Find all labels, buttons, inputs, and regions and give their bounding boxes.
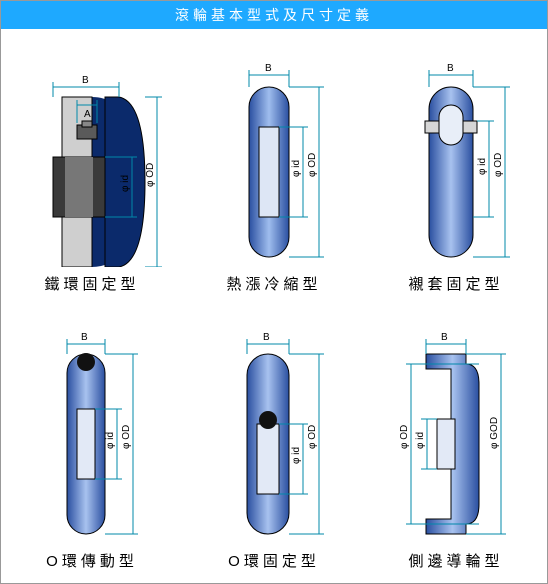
caption-6: 側邊導輪型 bbox=[408, 550, 503, 571]
diagram-container: 滾輪基本型式及尺寸定義 bbox=[0, 0, 548, 584]
svg-text:φ OD: φ OD bbox=[307, 153, 318, 177]
fig-iron-ring: B A φ OD φ id bbox=[7, 47, 177, 267]
caption-1: 鐵環固定型 bbox=[44, 273, 139, 294]
cell-thermal-shrink: B φ OD φ id 熱漲冷縮型 bbox=[183, 29, 365, 306]
fig-oring-fixed: B φ OD φ id bbox=[189, 324, 359, 544]
svg-text:φ OD: φ OD bbox=[307, 425, 318, 449]
roller-grid: B A φ OD φ id 鐵環固定型 B φ OD φ id bbox=[1, 29, 547, 583]
svg-text:φ OD: φ OD bbox=[121, 425, 132, 449]
dim-OD: φ OD bbox=[145, 163, 156, 187]
cell-side-guide: B φ OD φ GOD φ id 側邊導輪型 bbox=[365, 306, 547, 583]
dim-A: A bbox=[84, 109, 91, 120]
svg-text:B: B bbox=[265, 63, 272, 74]
svg-text:B: B bbox=[263, 332, 270, 343]
svg-text:φ id: φ id bbox=[477, 158, 488, 175]
dim-B: B bbox=[82, 75, 89, 86]
fig-thermal: B φ OD φ id bbox=[189, 47, 359, 267]
svg-text:φ OD: φ OD bbox=[399, 425, 410, 449]
cell-oring-fixed: B φ OD φ id O環固定型 bbox=[183, 306, 365, 583]
cell-iron-ring-fixed: B A φ OD φ id 鐵環固定型 bbox=[1, 29, 183, 306]
svg-text:φ GOD: φ GOD bbox=[489, 417, 500, 449]
caption-4: O環傳動型 bbox=[46, 550, 138, 571]
svg-text:B: B bbox=[441, 332, 448, 343]
svg-text:φ id: φ id bbox=[415, 432, 426, 449]
svg-text:φ id: φ id bbox=[291, 447, 302, 464]
svg-text:φ OD: φ OD bbox=[493, 153, 504, 177]
dim-id: φ id bbox=[120, 175, 131, 192]
cell-oring-drive: B φ OD φ id O環傳動型 bbox=[1, 306, 183, 583]
fig-bushing: B φ OD φ id bbox=[371, 47, 541, 267]
header-title: 滾輪基本型式及尺寸定義 bbox=[175, 7, 373, 23]
caption-2: 熱漲冷縮型 bbox=[226, 273, 321, 294]
header-bar: 滾輪基本型式及尺寸定義 bbox=[1, 1, 547, 29]
cell-bushing-fixed: B φ OD φ id 襯套固定型 bbox=[365, 29, 547, 306]
svg-text:B: B bbox=[447, 63, 454, 74]
svg-text:φ id: φ id bbox=[105, 432, 116, 449]
fig-side-guide: B φ OD φ GOD φ id bbox=[371, 324, 541, 544]
svg-text:φ id: φ id bbox=[291, 160, 302, 177]
caption-3: 襯套固定型 bbox=[408, 273, 503, 294]
fig-oring-drive: B φ OD φ id bbox=[7, 324, 177, 544]
caption-5: O環固定型 bbox=[228, 550, 320, 571]
svg-text:B: B bbox=[81, 332, 88, 343]
